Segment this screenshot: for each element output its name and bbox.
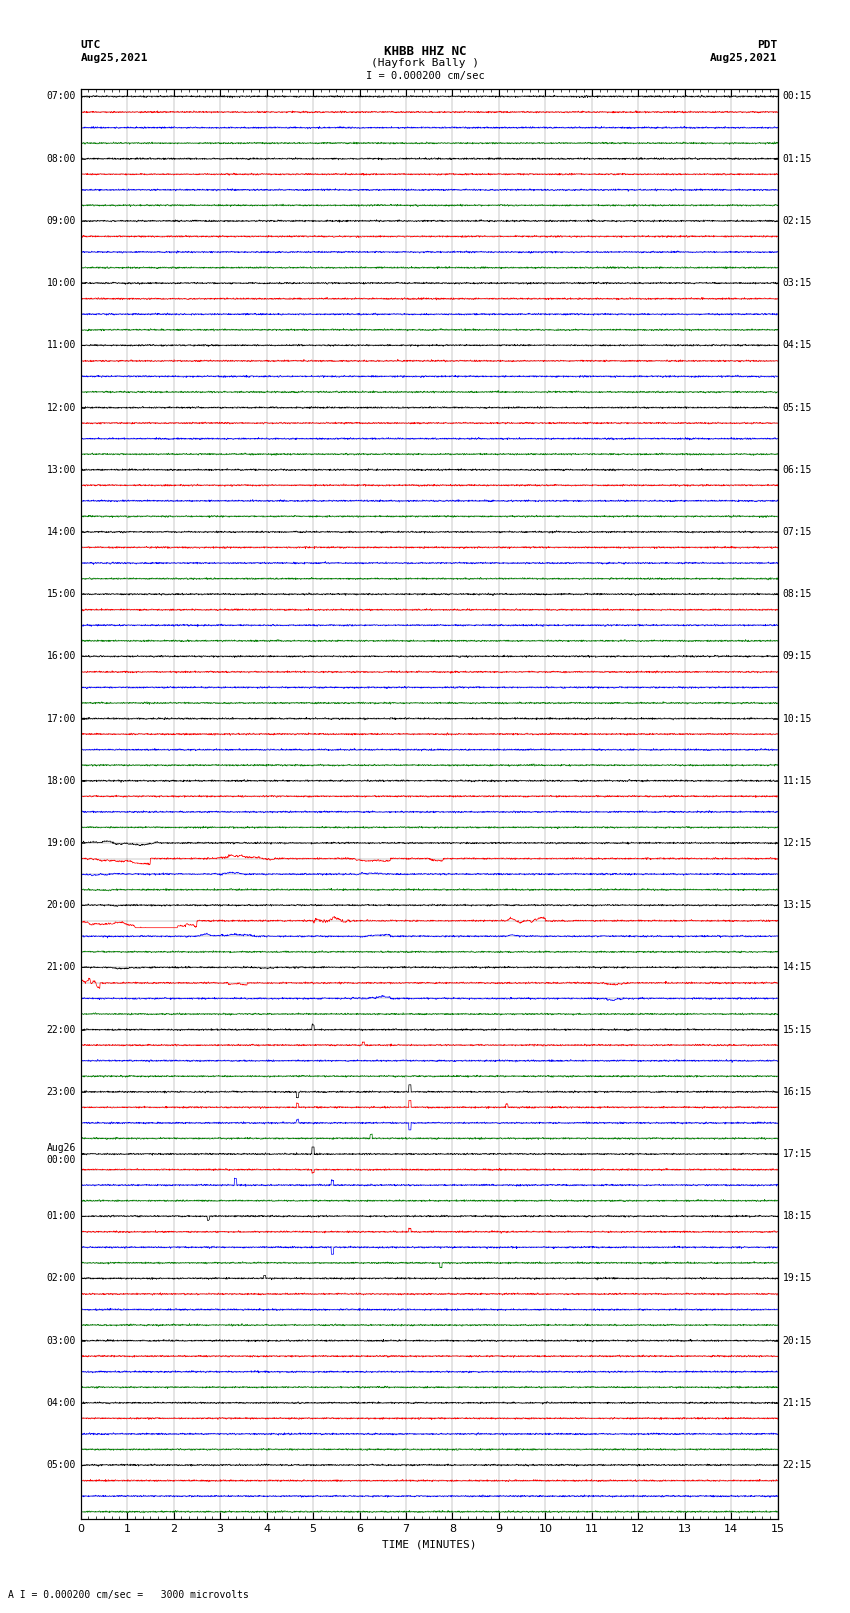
X-axis label: TIME (MINUTES): TIME (MINUTES) bbox=[382, 1540, 477, 1550]
Text: UTC: UTC bbox=[81, 40, 101, 50]
Text: A I = 0.000200 cm/sec =   3000 microvolts: A I = 0.000200 cm/sec = 3000 microvolts bbox=[8, 1590, 249, 1600]
Text: I = 0.000200 cm/sec: I = 0.000200 cm/sec bbox=[366, 71, 484, 81]
Text: Aug25,2021: Aug25,2021 bbox=[711, 53, 778, 63]
Text: Aug25,2021: Aug25,2021 bbox=[81, 53, 148, 63]
Text: (Hayfork Bally ): (Hayfork Bally ) bbox=[371, 58, 479, 68]
Text: PDT: PDT bbox=[757, 40, 778, 50]
Text: KHBB HHZ NC: KHBB HHZ NC bbox=[383, 45, 467, 58]
